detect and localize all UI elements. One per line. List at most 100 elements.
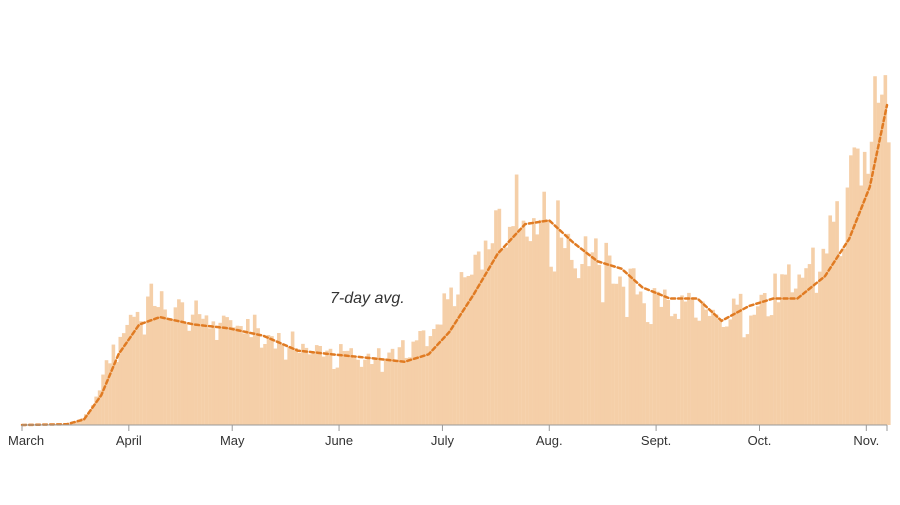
daily-bar	[501, 248, 505, 425]
daily-bar	[235, 325, 240, 425]
daily-bar	[142, 334, 147, 425]
daily-bar	[835, 201, 839, 425]
daily-bar	[259, 347, 264, 425]
daily-bar	[721, 326, 726, 425]
daily-bar	[266, 334, 271, 425]
daily-bar	[642, 303, 646, 425]
daily-bar	[690, 297, 695, 425]
daily-bar	[277, 333, 281, 425]
daily-bar	[811, 247, 815, 425]
daily-bar	[70, 423, 74, 425]
daily-bar	[849, 155, 853, 425]
daily-bar	[587, 266, 591, 425]
daily-bar	[394, 360, 398, 425]
daily-bar	[511, 226, 515, 425]
daily-bar	[128, 314, 133, 425]
daily-bar	[776, 302, 781, 425]
daily-bar	[769, 315, 774, 425]
daily-bar	[314, 345, 319, 425]
daily-bars	[25, 75, 891, 426]
daily-bar	[762, 293, 767, 425]
x-tick-label: March	[8, 433, 44, 448]
daily-bar	[704, 309, 708, 425]
daily-bar	[470, 274, 474, 425]
x-tick-label: Sept.	[641, 433, 671, 448]
daily-bar	[335, 367, 340, 425]
daily-bar	[132, 316, 136, 425]
daily-bar	[80, 418, 85, 425]
daily-bar	[146, 296, 150, 425]
daily-bar	[349, 348, 353, 425]
daily-bar	[880, 94, 884, 425]
daily-bar	[159, 291, 164, 425]
daily-bar	[183, 323, 188, 425]
daily-bar	[883, 75, 888, 425]
daily-bar	[600, 302, 605, 425]
daily-bar	[749, 315, 753, 425]
daily-bar	[842, 248, 846, 425]
daily-bar	[404, 357, 409, 425]
x-tick-label: May	[220, 433, 245, 448]
daily-bar	[463, 277, 467, 425]
daily-bar	[294, 348, 298, 425]
daily-bar	[656, 291, 660, 425]
daily-bar	[673, 313, 677, 425]
daily-bar	[459, 272, 464, 425]
daily-bar	[208, 328, 212, 425]
daily-bar	[270, 336, 274, 425]
daily-bar	[862, 151, 867, 425]
daily-bar	[594, 238, 598, 425]
daily-bar	[707, 315, 712, 425]
seven-day-average-label: 7-day avg.	[330, 290, 405, 307]
daily-bar	[828, 215, 833, 425]
daily-bar	[249, 337, 254, 425]
daily-bar	[407, 357, 412, 425]
daily-bar	[814, 292, 819, 425]
daily-bar	[545, 219, 550, 425]
daily-bar	[480, 269, 484, 425]
daily-bar	[680, 295, 684, 425]
daily-bar	[711, 309, 715, 425]
seven-day-average-line	[20, 103, 889, 427]
daily-bar	[297, 352, 302, 425]
daily-bar	[456, 294, 460, 425]
daily-bar	[645, 322, 650, 425]
daily-bar	[356, 359, 360, 425]
daily-bar	[118, 336, 123, 425]
daily-bar	[397, 347, 402, 425]
daily-bar	[807, 264, 812, 425]
daily-bar	[549, 266, 553, 425]
daily-bar	[197, 314, 202, 425]
daily-bar	[445, 299, 450, 425]
daily-bar	[483, 240, 488, 425]
daily-bar	[532, 218, 536, 425]
daily-bar	[308, 354, 312, 425]
daily-bar	[773, 273, 777, 425]
daily-bar	[873, 76, 877, 426]
daily-bar	[735, 304, 739, 425]
daily-bar	[756, 306, 760, 425]
daily-bar	[494, 210, 498, 425]
daily-bar	[411, 341, 416, 425]
daily-bar	[556, 200, 560, 425]
daily-bar	[304, 347, 309, 425]
daily-bar	[339, 344, 343, 425]
daily-bar	[449, 287, 453, 425]
daily-bar	[221, 315, 226, 425]
daily-bar	[290, 331, 295, 425]
daily-bar	[725, 326, 729, 425]
daily-bar	[432, 328, 436, 425]
daily-bar	[838, 256, 843, 425]
daily-bar	[287, 347, 291, 425]
daily-bar	[435, 324, 440, 425]
daily-bar	[301, 343, 305, 425]
daily-bar	[363, 359, 367, 425]
daily-bar	[201, 318, 205, 425]
daily-bar	[180, 302, 185, 425]
daily-bar	[177, 299, 181, 425]
daily-bar	[380, 371, 385, 425]
daily-bar	[152, 305, 157, 425]
x-tick-label: April	[116, 433, 142, 448]
x-tick-label: Oct.	[748, 433, 772, 448]
